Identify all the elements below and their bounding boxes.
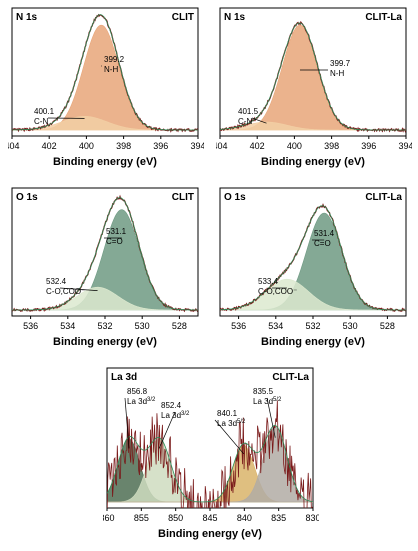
x-tick-label: 402 bbox=[250, 141, 265, 151]
sample-label: CLIT bbox=[172, 12, 194, 23]
peak-label-name: C-N bbox=[34, 117, 48, 126]
panel-o1s-clit: 536 534 532 530 528 Binding energy (eV) O 1s CL… bbox=[8, 184, 204, 354]
peak-label-value: 835.5 bbox=[253, 387, 274, 396]
x-tick-label: 400 bbox=[79, 141, 94, 151]
x-axis-label: Binding energy (eV) bbox=[261, 156, 365, 168]
peak-label-name: La 3d3/2 bbox=[127, 397, 156, 406]
peak-label-value: 533.4 bbox=[258, 277, 279, 286]
x-tick-label: 528 bbox=[380, 321, 395, 331]
x-tick-label: 398 bbox=[324, 141, 339, 151]
chart-la3d-clit-la: 860 855 850 845 840 835 830 Binding energy (eV)… bbox=[103, 364, 319, 546]
peak-label-name: C-N bbox=[238, 117, 252, 126]
sample-label: CLIT bbox=[172, 192, 194, 203]
peak-label-value: 400.1 bbox=[34, 107, 55, 116]
x-tick-label: 534 bbox=[60, 321, 75, 331]
x-tick-label: 855 bbox=[134, 513, 149, 523]
peak-label-value: 532.4 bbox=[46, 277, 67, 286]
x-tick-label: 840 bbox=[237, 513, 252, 523]
peak-label-value: 840.1 bbox=[217, 409, 238, 418]
peak-label-name: La 3d3/2 bbox=[161, 411, 190, 420]
panel-n1s-clit: 404 402 400 398 396 394 Binding energy (eV) N 1… bbox=[8, 4, 204, 174]
peak-label-name: La 3d5/2 bbox=[217, 419, 246, 428]
peak-label-value: 399.2 bbox=[104, 55, 125, 64]
x-axis-label: Binding energy (eV) bbox=[53, 156, 157, 168]
x-tick-label: 528 bbox=[172, 321, 187, 331]
panel-o1s-clit-la: 536 534 532 530 528 Binding energy (eV) O 1s CL… bbox=[216, 184, 412, 354]
peak-label-value: 856.8 bbox=[127, 387, 148, 396]
x-axis-label: Binding energy (eV) bbox=[158, 528, 262, 540]
x-tick-label: 396 bbox=[361, 141, 376, 151]
chart-title: O 1s bbox=[16, 192, 38, 203]
chart-title: N 1s bbox=[16, 12, 38, 23]
x-tick-label: 850 bbox=[168, 513, 183, 523]
x-tick-label: 398 bbox=[116, 141, 131, 151]
peak-label-value: 852.4 bbox=[161, 401, 182, 410]
panel-n1s-clit-la: 404 402 400 398 396 394 Binding energy (eV) N 1… bbox=[216, 4, 412, 174]
peak-label-value: 531.1 bbox=[106, 227, 127, 236]
x-tick-label: 396 bbox=[153, 141, 168, 151]
sample-label: CLIT-La bbox=[365, 12, 402, 23]
x-tick-label: 534 bbox=[268, 321, 283, 331]
chart-o1s-clit: 536 534 532 530 528 Binding energy (eV) O 1s CL… bbox=[8, 184, 204, 354]
peak-label-name: N-H bbox=[104, 65, 118, 74]
chart-title: N 1s bbox=[224, 12, 246, 23]
x-tick-label: 400 bbox=[287, 141, 302, 151]
x-tick-label: 532 bbox=[97, 321, 112, 331]
peak-label-value: 531.4 bbox=[314, 229, 335, 238]
x-tick-label: 835 bbox=[271, 513, 286, 523]
x-tick-label: 404 bbox=[216, 141, 228, 151]
peak-label-value: 401.5 bbox=[238, 107, 259, 116]
x-tick-label: 532 bbox=[305, 321, 320, 331]
x-tick-label: 536 bbox=[231, 321, 246, 331]
chart-title: La 3d bbox=[111, 372, 137, 383]
x-tick-label: 845 bbox=[202, 513, 217, 523]
x-tick-label: 394 bbox=[398, 141, 412, 151]
chart-title: O 1s bbox=[224, 192, 246, 203]
x-tick-label: 860 bbox=[103, 513, 115, 523]
peak-label-value: 399.7 bbox=[330, 59, 351, 68]
chart-o1s-clit-la: 536 534 532 530 528 Binding energy (eV) O 1s CL… bbox=[216, 184, 412, 354]
x-axis-label: Binding energy (eV) bbox=[53, 336, 157, 348]
peak-label-name: C-O,COO⁻ bbox=[258, 287, 297, 296]
x-tick-label: 394 bbox=[190, 141, 204, 151]
x-tick-label: 530 bbox=[135, 321, 150, 331]
x-tick-label: 530 bbox=[343, 321, 358, 331]
peak-label-name: N-H bbox=[330, 69, 344, 78]
x-tick-label: 402 bbox=[42, 141, 57, 151]
sample-label: CLIT-La bbox=[272, 372, 309, 383]
chart-n1s-clit-la: 404 402 400 398 396 394 Binding energy (eV) N 1… bbox=[216, 4, 412, 174]
sample-label: CLIT-La bbox=[365, 192, 402, 203]
peak-label-name: C=O bbox=[314, 239, 331, 248]
x-axis-label: Binding energy (eV) bbox=[261, 336, 365, 348]
chart-n1s-clit: 404 402 400 398 396 394 Binding energy (eV) N 1… bbox=[8, 4, 204, 174]
x-tick-label: 830 bbox=[305, 513, 319, 523]
x-tick-label: 536 bbox=[23, 321, 38, 331]
panel-la3d-clit-la: 860 855 850 845 840 835 830 Binding energy (eV)… bbox=[103, 364, 319, 546]
peak-label-name: C=O bbox=[106, 237, 123, 246]
x-tick-label: 404 bbox=[8, 141, 20, 151]
